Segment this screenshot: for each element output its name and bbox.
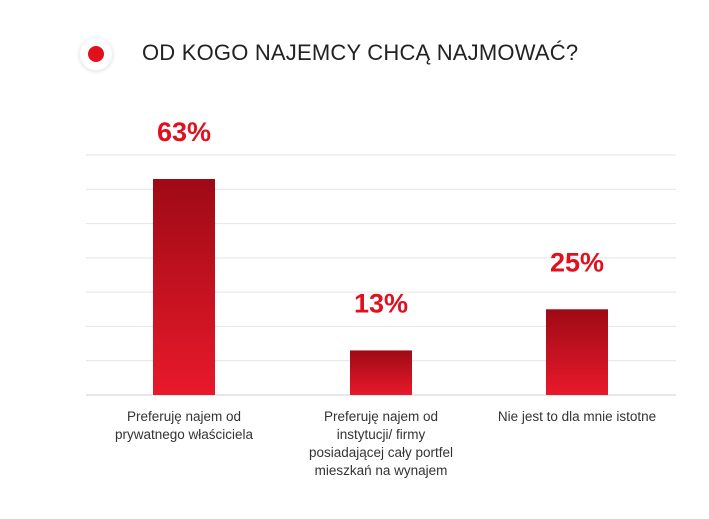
bullet-icon (80, 38, 112, 70)
category-label-line: prywatnego właściciela (114, 427, 254, 442)
value-labels: 63% 13% 25% (157, 117, 604, 318)
category-label-1: Preferuję najem od prywatnego właściciela (94, 408, 274, 444)
category-label-line: instytucji/ firmy (336, 427, 426, 442)
bar-1 (153, 179, 215, 395)
category-label-3: Nie jest to dla mnie istotne (487, 408, 667, 426)
value-label-3: 25% (550, 247, 604, 277)
bar-3 (546, 309, 608, 395)
bullet-dot (88, 46, 104, 62)
value-label-2: 13% (354, 288, 408, 318)
category-label-line: Preferuję najem od (323, 409, 439, 424)
chart-title: OD KOGO NAJEMCY CHCĄ NAJMOWAĆ? (142, 40, 579, 65)
category-label-2: Preferuję najem od instytucji/ firmy posia… (291, 408, 471, 480)
chart-header: OD KOGO NAJEMCY CHCĄ NAJMOWAĆ? (80, 36, 680, 72)
bars (153, 179, 608, 395)
value-label-1: 63% (157, 117, 211, 147)
category-label-line: mieszkań na wynajem (314, 463, 448, 478)
bar-2 (350, 350, 412, 395)
category-label-line: Nie jest to dla mnie istotne (497, 409, 657, 424)
category-label-line: Preferuję najem od (126, 409, 242, 424)
category-label-line: posiadającej cały portfel (308, 445, 454, 460)
